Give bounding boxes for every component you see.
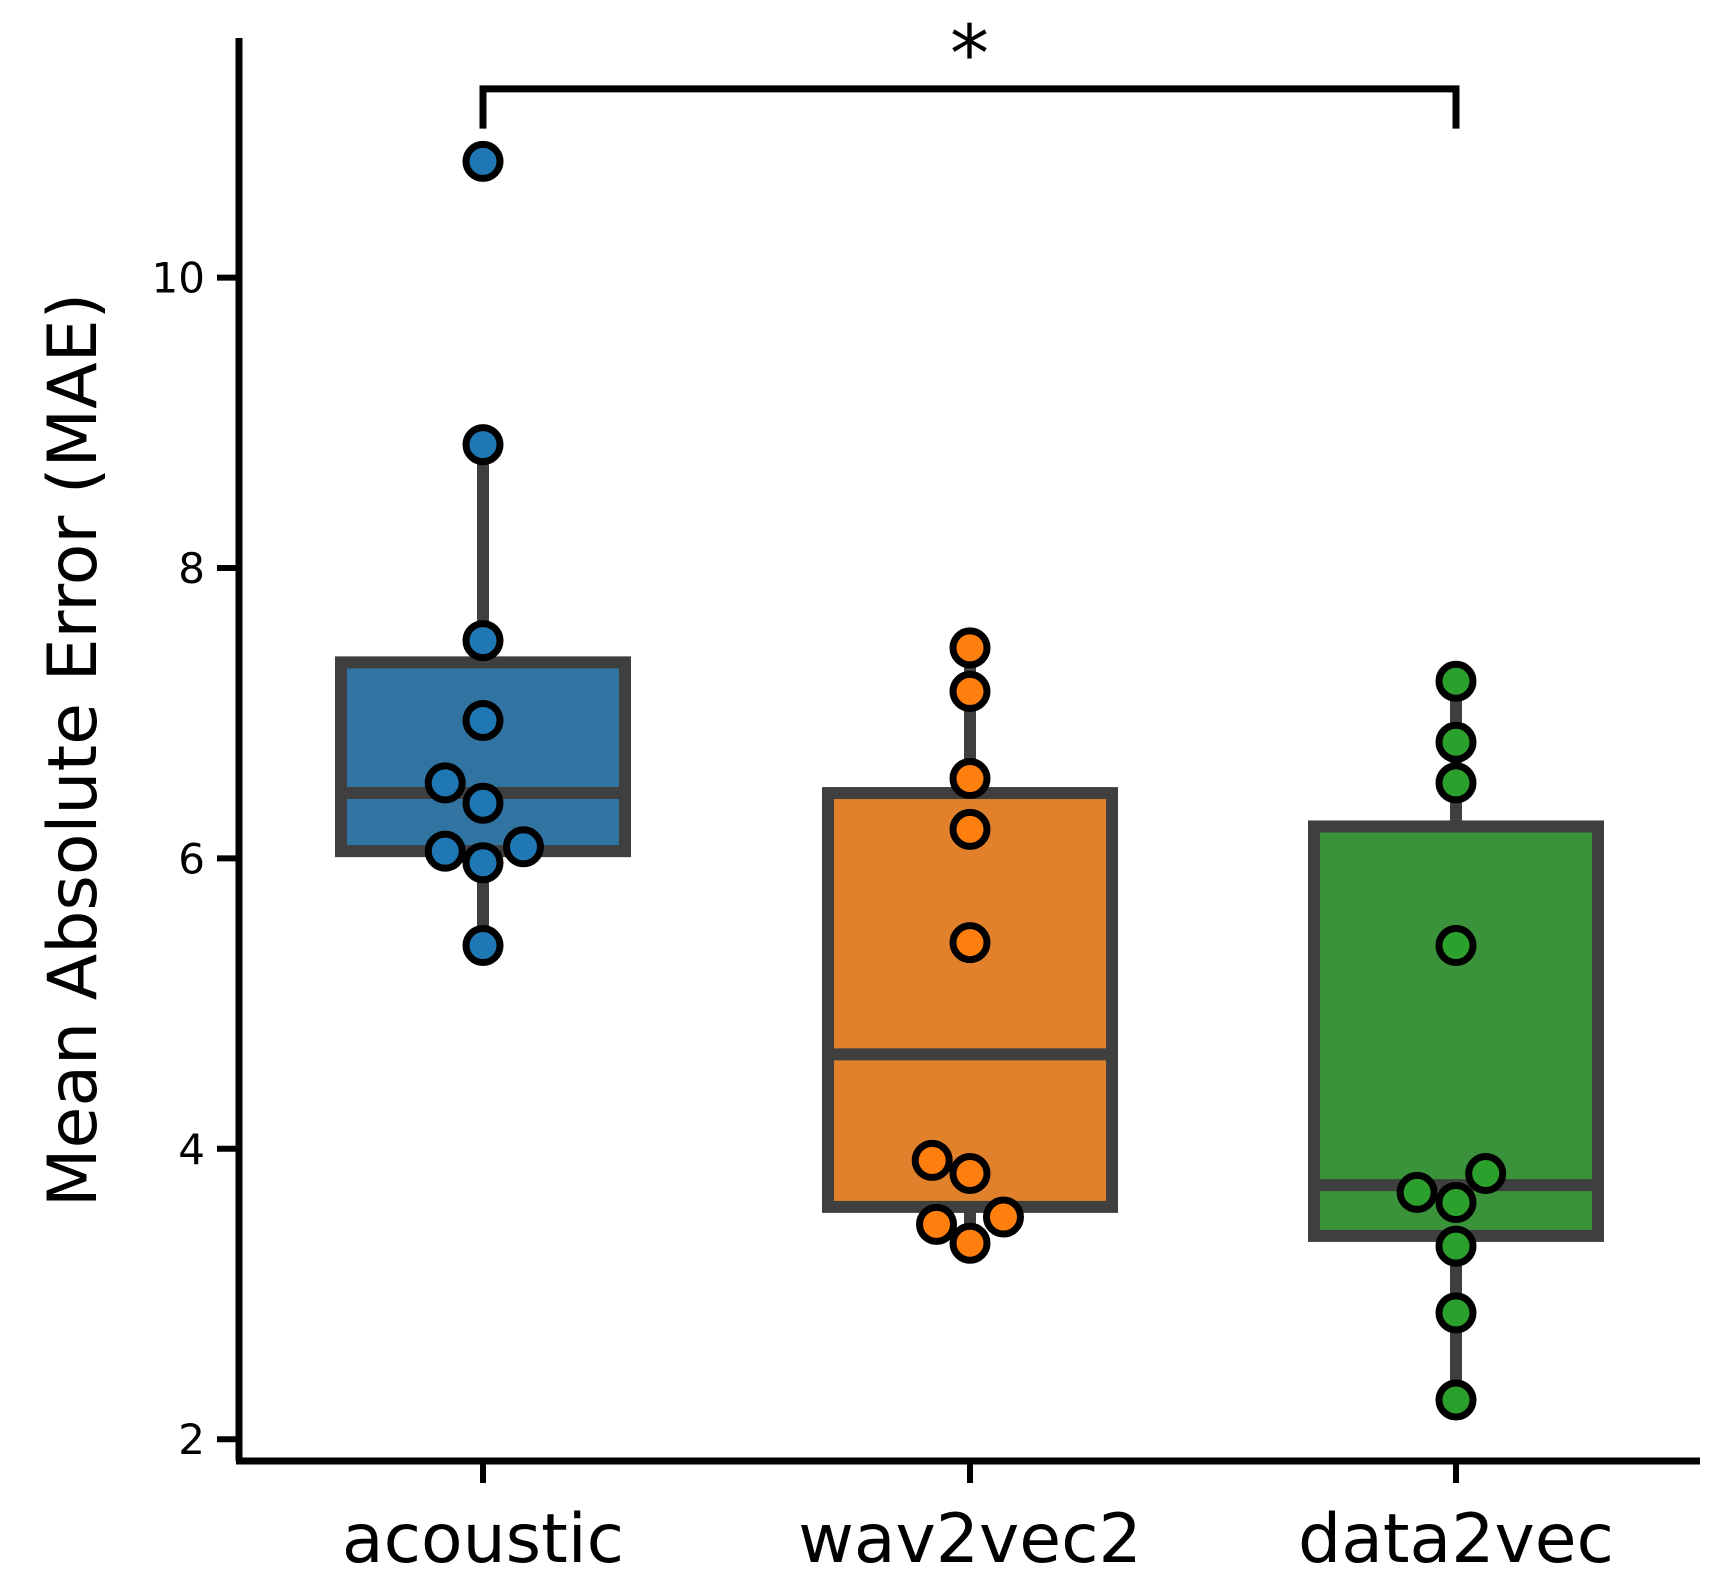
- acoustic-point: [462, 424, 504, 466]
- data2vec-point: [1435, 925, 1477, 967]
- wav2vec2-point: [982, 1196, 1024, 1238]
- x-tick-label: data2vec: [1298, 1500, 1614, 1579]
- wav2vec2-point: [949, 1152, 991, 1194]
- acoustic-point: [462, 620, 504, 662]
- x-tick-label: acoustic: [342, 1500, 624, 1579]
- data2vec-point: [1435, 762, 1477, 804]
- wav2vec2-point: [949, 627, 991, 669]
- significance-bracket: [479, 85, 1460, 129]
- wav2vec2-box: [822, 787, 1118, 1213]
- acoustic-point: [462, 140, 504, 182]
- data2vec-box: [1308, 820, 1604, 1242]
- data2vec-point: [1435, 721, 1477, 763]
- acoustic-point: [424, 762, 466, 804]
- y-tick-label: 8: [178, 544, 205, 593]
- y-axis-title: Mean Absolute Error (MAE): [34, 293, 113, 1207]
- wav2vec2-point: [949, 1222, 991, 1264]
- data2vec-point: [1435, 1182, 1477, 1224]
- y-tick-label: 2: [178, 1415, 205, 1464]
- acoustic-point: [462, 699, 504, 741]
- acoustic-point: [503, 826, 544, 868]
- y-tick-label: 4: [178, 1125, 205, 1174]
- wav2vec2-point: [916, 1203, 958, 1245]
- data2vec-point: [1435, 1225, 1477, 1267]
- data2vec-point: [1435, 660, 1477, 702]
- wav2vec2-point: [911, 1139, 953, 1181]
- data2vec-point: [1465, 1152, 1507, 1194]
- significance-star: *: [950, 10, 989, 100]
- acoustic-point: [462, 925, 504, 967]
- data2vec-point: [1396, 1171, 1438, 1213]
- wav2vec2-point: [949, 922, 991, 964]
- wav2vec2-point: [949, 758, 991, 800]
- acoustic-point: [424, 830, 466, 872]
- boxes-layer: [335, 444, 1604, 1401]
- data2vec-point: [1435, 1292, 1477, 1334]
- acoustic-point: [462, 782, 504, 824]
- wav2vec2-point: [949, 670, 991, 712]
- data2vec-point: [1435, 1379, 1477, 1421]
- x-ticks: acoustic wav2vec2 data2vec: [342, 1461, 1614, 1579]
- y-tick-label: 6: [178, 834, 205, 883]
- points-layer: [424, 140, 1507, 1421]
- y-tick-label: 10: [152, 254, 205, 303]
- y-ticks: 2 4 6 8 10: [152, 254, 239, 1464]
- x-tick-label: wav2vec2: [798, 1500, 1142, 1579]
- acoustic-point: [462, 842, 504, 884]
- wav2vec2-point: [949, 808, 991, 850]
- significance-annotation: *: [479, 10, 1460, 129]
